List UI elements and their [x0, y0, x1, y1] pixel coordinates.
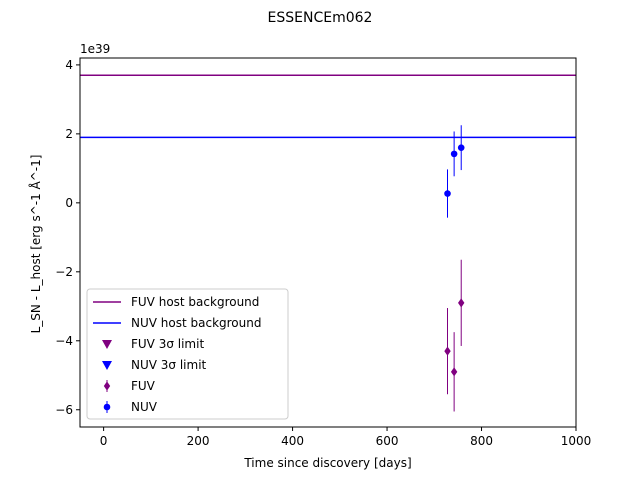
- y-offset-label: 1e39: [80, 42, 110, 56]
- legend-swatch-fuv-3-limit: [102, 340, 112, 349]
- fuv-point: [450, 367, 458, 377]
- nuv-point: [457, 144, 465, 151]
- plot-frame: [79, 57, 577, 428]
- y-axis-label: L_SN - L_host [erg s^-1 Å^-1]: [28, 155, 43, 334]
- legend-swatch-nuv-3-limit: [102, 361, 112, 370]
- y-tick-label: −2: [55, 265, 73, 279]
- y-tick-label: −6: [55, 403, 73, 417]
- y-tick-label: −4: [55, 334, 73, 348]
- legend-label-nuv: NUV: [131, 400, 158, 414]
- fuv-point: [444, 346, 451, 356]
- legend-box: [86, 288, 289, 420]
- x-tick-label: 200: [187, 434, 210, 448]
- x-axis-label: Time since discovery [days]: [243, 456, 411, 470]
- nuv-point: [444, 190, 451, 197]
- x-tick-label: 800: [470, 434, 493, 448]
- nuv-point: [450, 150, 458, 158]
- chart-title: ESSENCEm062: [268, 10, 373, 26]
- legend-label-nuv-host-background: NUV host background: [131, 316, 261, 330]
- x-tick-label: 600: [376, 434, 399, 448]
- x-tick-label: 1000: [561, 434, 592, 448]
- legend-label-fuv-3-limit: FUV 3σ limit: [131, 337, 204, 351]
- fuv-point: [458, 298, 465, 308]
- y-tick-label: 4: [65, 58, 73, 72]
- x-tick-label: 400: [281, 434, 304, 448]
- legend-swatch-nuv: [103, 403, 111, 411]
- legend-label-nuv-3-limit: NUV 3σ limit: [131, 358, 207, 372]
- legend-swatch-fuv: [103, 381, 111, 391]
- y-tick-label: 2: [65, 127, 73, 141]
- y-tick-label: 0: [65, 196, 73, 210]
- legend-label-fuv-host-background: FUV host background: [131, 295, 259, 309]
- legend-label-fuv: FUV: [131, 379, 156, 393]
- x-tick-label: 0: [100, 434, 108, 448]
